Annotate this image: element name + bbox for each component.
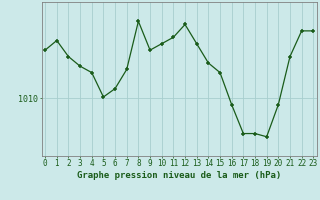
X-axis label: Graphe pression niveau de la mer (hPa): Graphe pression niveau de la mer (hPa) xyxy=(77,171,281,180)
